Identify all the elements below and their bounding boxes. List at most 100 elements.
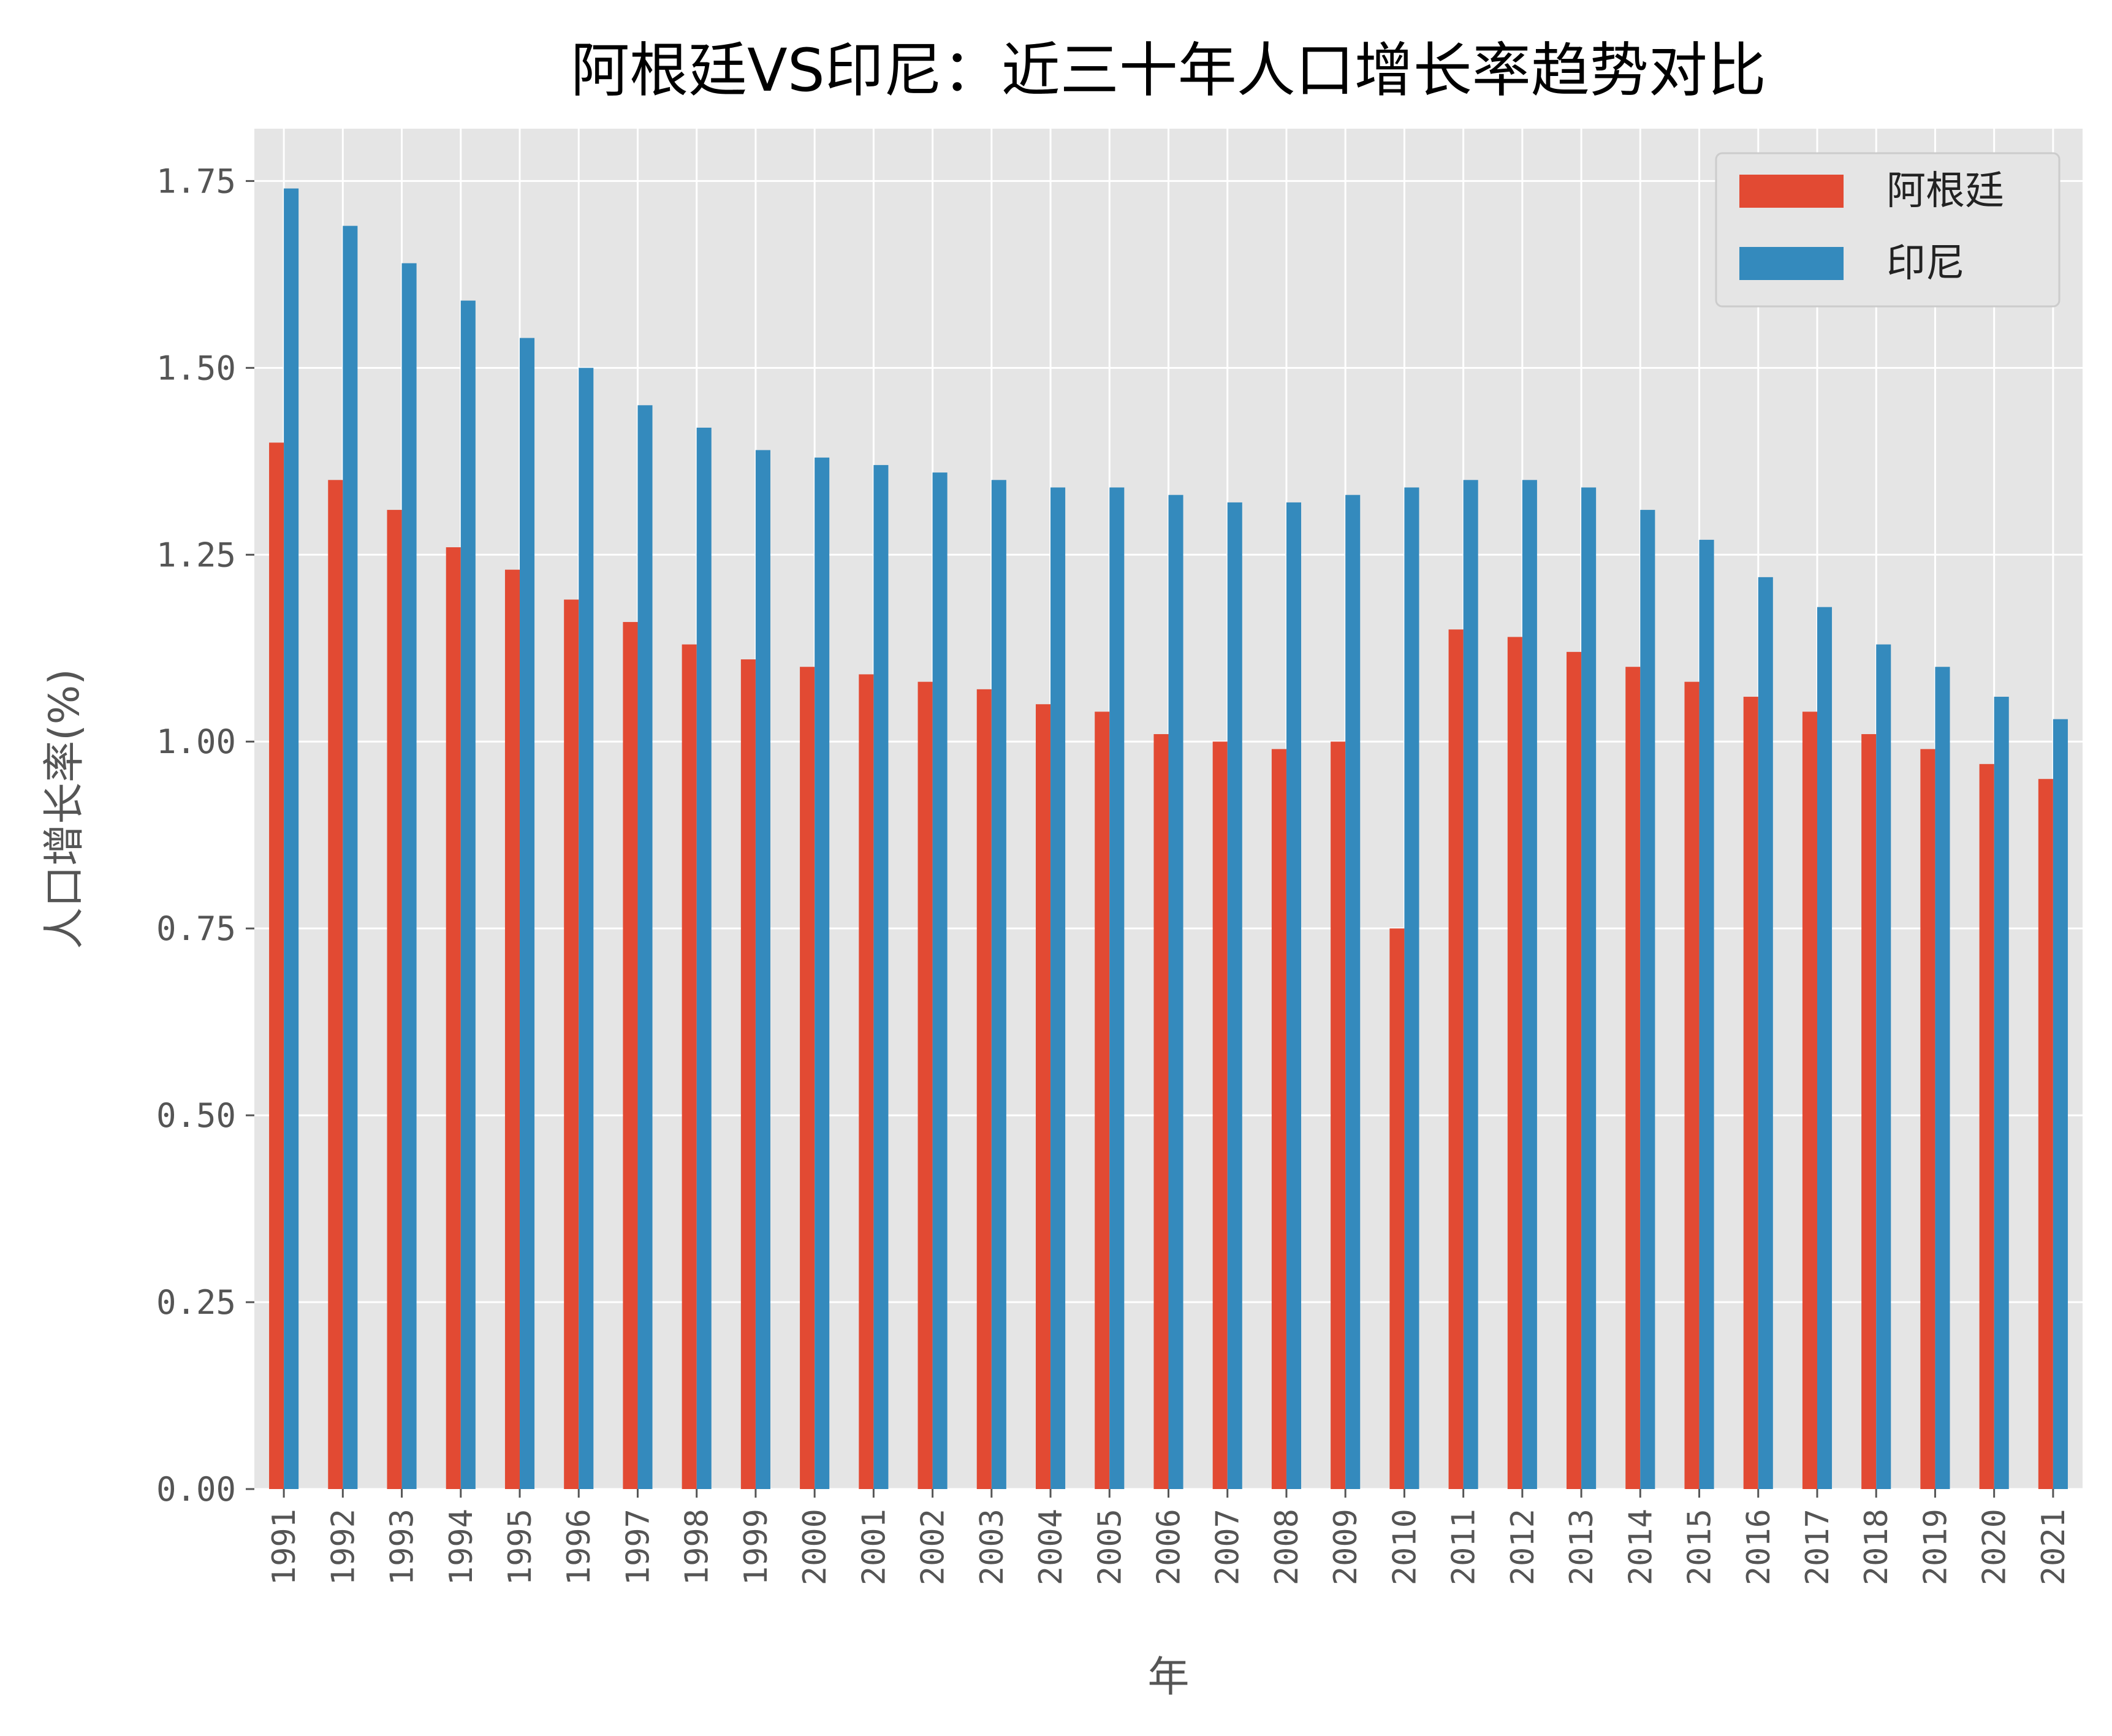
bar-argentina: [1684, 681, 1700, 1489]
bar-argentina: [1153, 734, 1169, 1489]
x-tick-label: 1995: [502, 1509, 539, 1585]
bar-indonesia: [1581, 487, 1597, 1489]
x-tick-label: 1998: [679, 1509, 716, 1585]
bar-argentina: [564, 599, 579, 1489]
bar-argentina: [1212, 741, 1228, 1489]
bar-argentina: [504, 569, 520, 1489]
x-axis-label: 年: [1147, 1653, 1189, 1702]
bar-indonesia: [1109, 487, 1125, 1489]
x-tick-label: 2010: [1386, 1509, 1423, 1585]
legend-swatch-argentina: [1739, 175, 1844, 208]
bar-indonesia: [1286, 502, 1302, 1489]
x-tick-label: 2016: [1741, 1509, 1777, 1585]
bar-argentina: [1743, 697, 1758, 1489]
x-tick-label: 2002: [915, 1509, 952, 1585]
bar-indonesia: [1522, 480, 1537, 1490]
bar-argentina: [328, 480, 343, 1490]
bar-argentina: [1979, 764, 1994, 1489]
bar-argentina: [623, 622, 638, 1489]
x-tick-label: 2008: [1269, 1509, 1305, 1585]
bar-argentina: [1920, 749, 1935, 1489]
x-tick-label: 2004: [1033, 1509, 1069, 1585]
bar-indonesia: [696, 427, 712, 1489]
bar-indonesia: [1050, 487, 1066, 1489]
bar-indonesia: [1935, 667, 1950, 1489]
y-tick-label: 0.00: [156, 1470, 236, 1509]
bar-indonesia: [1817, 607, 1833, 1489]
y-tick-label: 1.25: [156, 536, 236, 574]
x-tick-label: 2000: [797, 1509, 834, 1585]
legend-swatch-indonesia: [1739, 247, 1844, 280]
bar-indonesia: [1640, 510, 1655, 1489]
x-tick-label: 2009: [1328, 1509, 1364, 1585]
x-tick-label: 2003: [974, 1509, 1011, 1585]
bar-indonesia: [1876, 644, 1891, 1489]
bar-indonesia: [343, 226, 358, 1489]
x-tick-label: 2006: [1151, 1509, 1188, 1585]
bar-indonesia: [991, 480, 1006, 1490]
bar-argentina: [1271, 749, 1286, 1489]
bar-indonesia: [1168, 495, 1183, 1489]
bar-argentina: [2038, 779, 2053, 1489]
y-tick-label: 1.00: [156, 722, 236, 761]
x-axis: 1991 1992 1993 1994 1995 1996 1997 1998 1999 2000…: [266, 1489, 2072, 1585]
x-tick-label: 2021: [2035, 1509, 2072, 1585]
y-axis: 0.00 0.25 0.50 0.75 1.00 1.25 1.50 1.75: [156, 162, 254, 1509]
bar-indonesia: [520, 338, 535, 1489]
y-tick-label: 0.50: [156, 1096, 236, 1135]
bar-argentina: [682, 644, 697, 1489]
x-tick-label: 2013: [1563, 1509, 1600, 1585]
bar-argentina: [1567, 651, 1582, 1489]
legend: 阿根廷 印尼: [1715, 152, 2061, 308]
bar-indonesia: [815, 457, 830, 1489]
bar-argentina: [1448, 629, 1464, 1489]
x-tick-label: 1994: [443, 1509, 480, 1585]
bar-indonesia: [401, 263, 417, 1489]
x-tick-label: 2012: [1505, 1509, 1541, 1585]
y-tick-label: 0.25: [156, 1283, 236, 1322]
bar-argentina: [917, 681, 933, 1489]
legend-label-indonesia: 印尼: [1886, 241, 1965, 286]
chart-title: 阿根廷VS印尼：近三十年人口增长率趋势对比: [571, 36, 1766, 105]
x-tick-label: 1997: [620, 1509, 656, 1585]
x-tick-label: 2020: [1977, 1509, 2013, 1585]
y-tick-label: 1.75: [156, 162, 236, 200]
bar-argentina: [1802, 711, 1817, 1489]
bar-indonesia: [1699, 539, 1714, 1489]
x-tick-label: 2007: [1210, 1509, 1247, 1585]
y-tick-label: 1.50: [156, 349, 236, 387]
bar-indonesia: [284, 188, 299, 1489]
bar-argentina: [1331, 741, 1346, 1489]
bar-argentina: [859, 674, 874, 1489]
x-tick-label: 2019: [1917, 1509, 1954, 1585]
bar-indonesia: [755, 450, 770, 1489]
bar-indonesia: [579, 368, 594, 1490]
bar-argentina: [800, 667, 815, 1489]
y-tick-label: 0.75: [156, 909, 236, 948]
bar-indonesia: [1227, 502, 1242, 1489]
bar-indonesia: [1404, 487, 1419, 1489]
bar-indonesia: [1345, 495, 1361, 1489]
bar-argentina: [1861, 734, 1877, 1489]
x-tick-label: 2014: [1622, 1509, 1659, 1585]
bar-argentina: [446, 547, 461, 1489]
bar-indonesia: [1758, 577, 1773, 1489]
legend-label-argentina: 阿根廷: [1886, 169, 2004, 214]
bar-indonesia: [932, 472, 948, 1489]
x-tick-label: 2015: [1682, 1509, 1719, 1585]
x-tick-label: 1996: [561, 1509, 598, 1585]
bar-argentina: [1625, 667, 1641, 1489]
bar-indonesia: [2053, 719, 2068, 1489]
x-tick-label: 1999: [738, 1509, 775, 1585]
bar-argentina: [740, 659, 756, 1489]
x-tick-label: 2017: [1799, 1509, 1836, 1585]
x-tick-label: 2011: [1446, 1509, 1483, 1585]
bar-indonesia: [460, 300, 476, 1489]
bars: [269, 188, 2068, 1490]
bar-indonesia: [873, 464, 889, 1489]
bar-argentina: [976, 689, 992, 1489]
bar-indonesia: [1463, 480, 1478, 1490]
bar-argentina: [1035, 704, 1051, 1489]
bar-argentina: [1389, 928, 1405, 1489]
